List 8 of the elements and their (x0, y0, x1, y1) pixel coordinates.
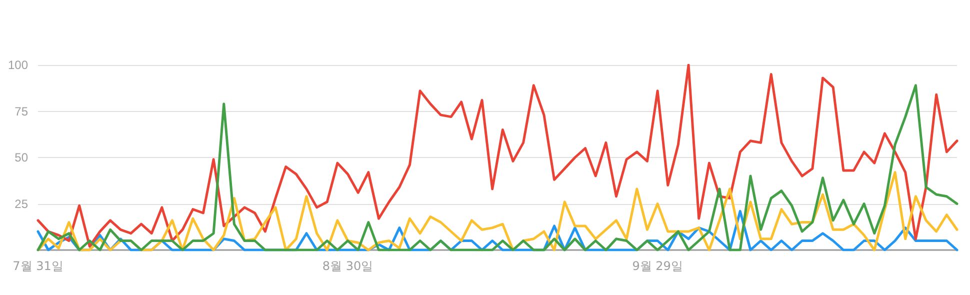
line-series (36, 171, 958, 252)
y-tick-label: 75 (14, 104, 28, 118)
y-tick-label: 25 (14, 196, 28, 211)
y-tick-label: 50 (14, 150, 28, 164)
x-tick-label: 8월 30일 (322, 259, 374, 273)
x-tick-label: 9월 29일 (632, 259, 683, 273)
x-tick-label: 7월 31일 (12, 259, 64, 273)
y-tick-label: 100 (8, 58, 28, 72)
